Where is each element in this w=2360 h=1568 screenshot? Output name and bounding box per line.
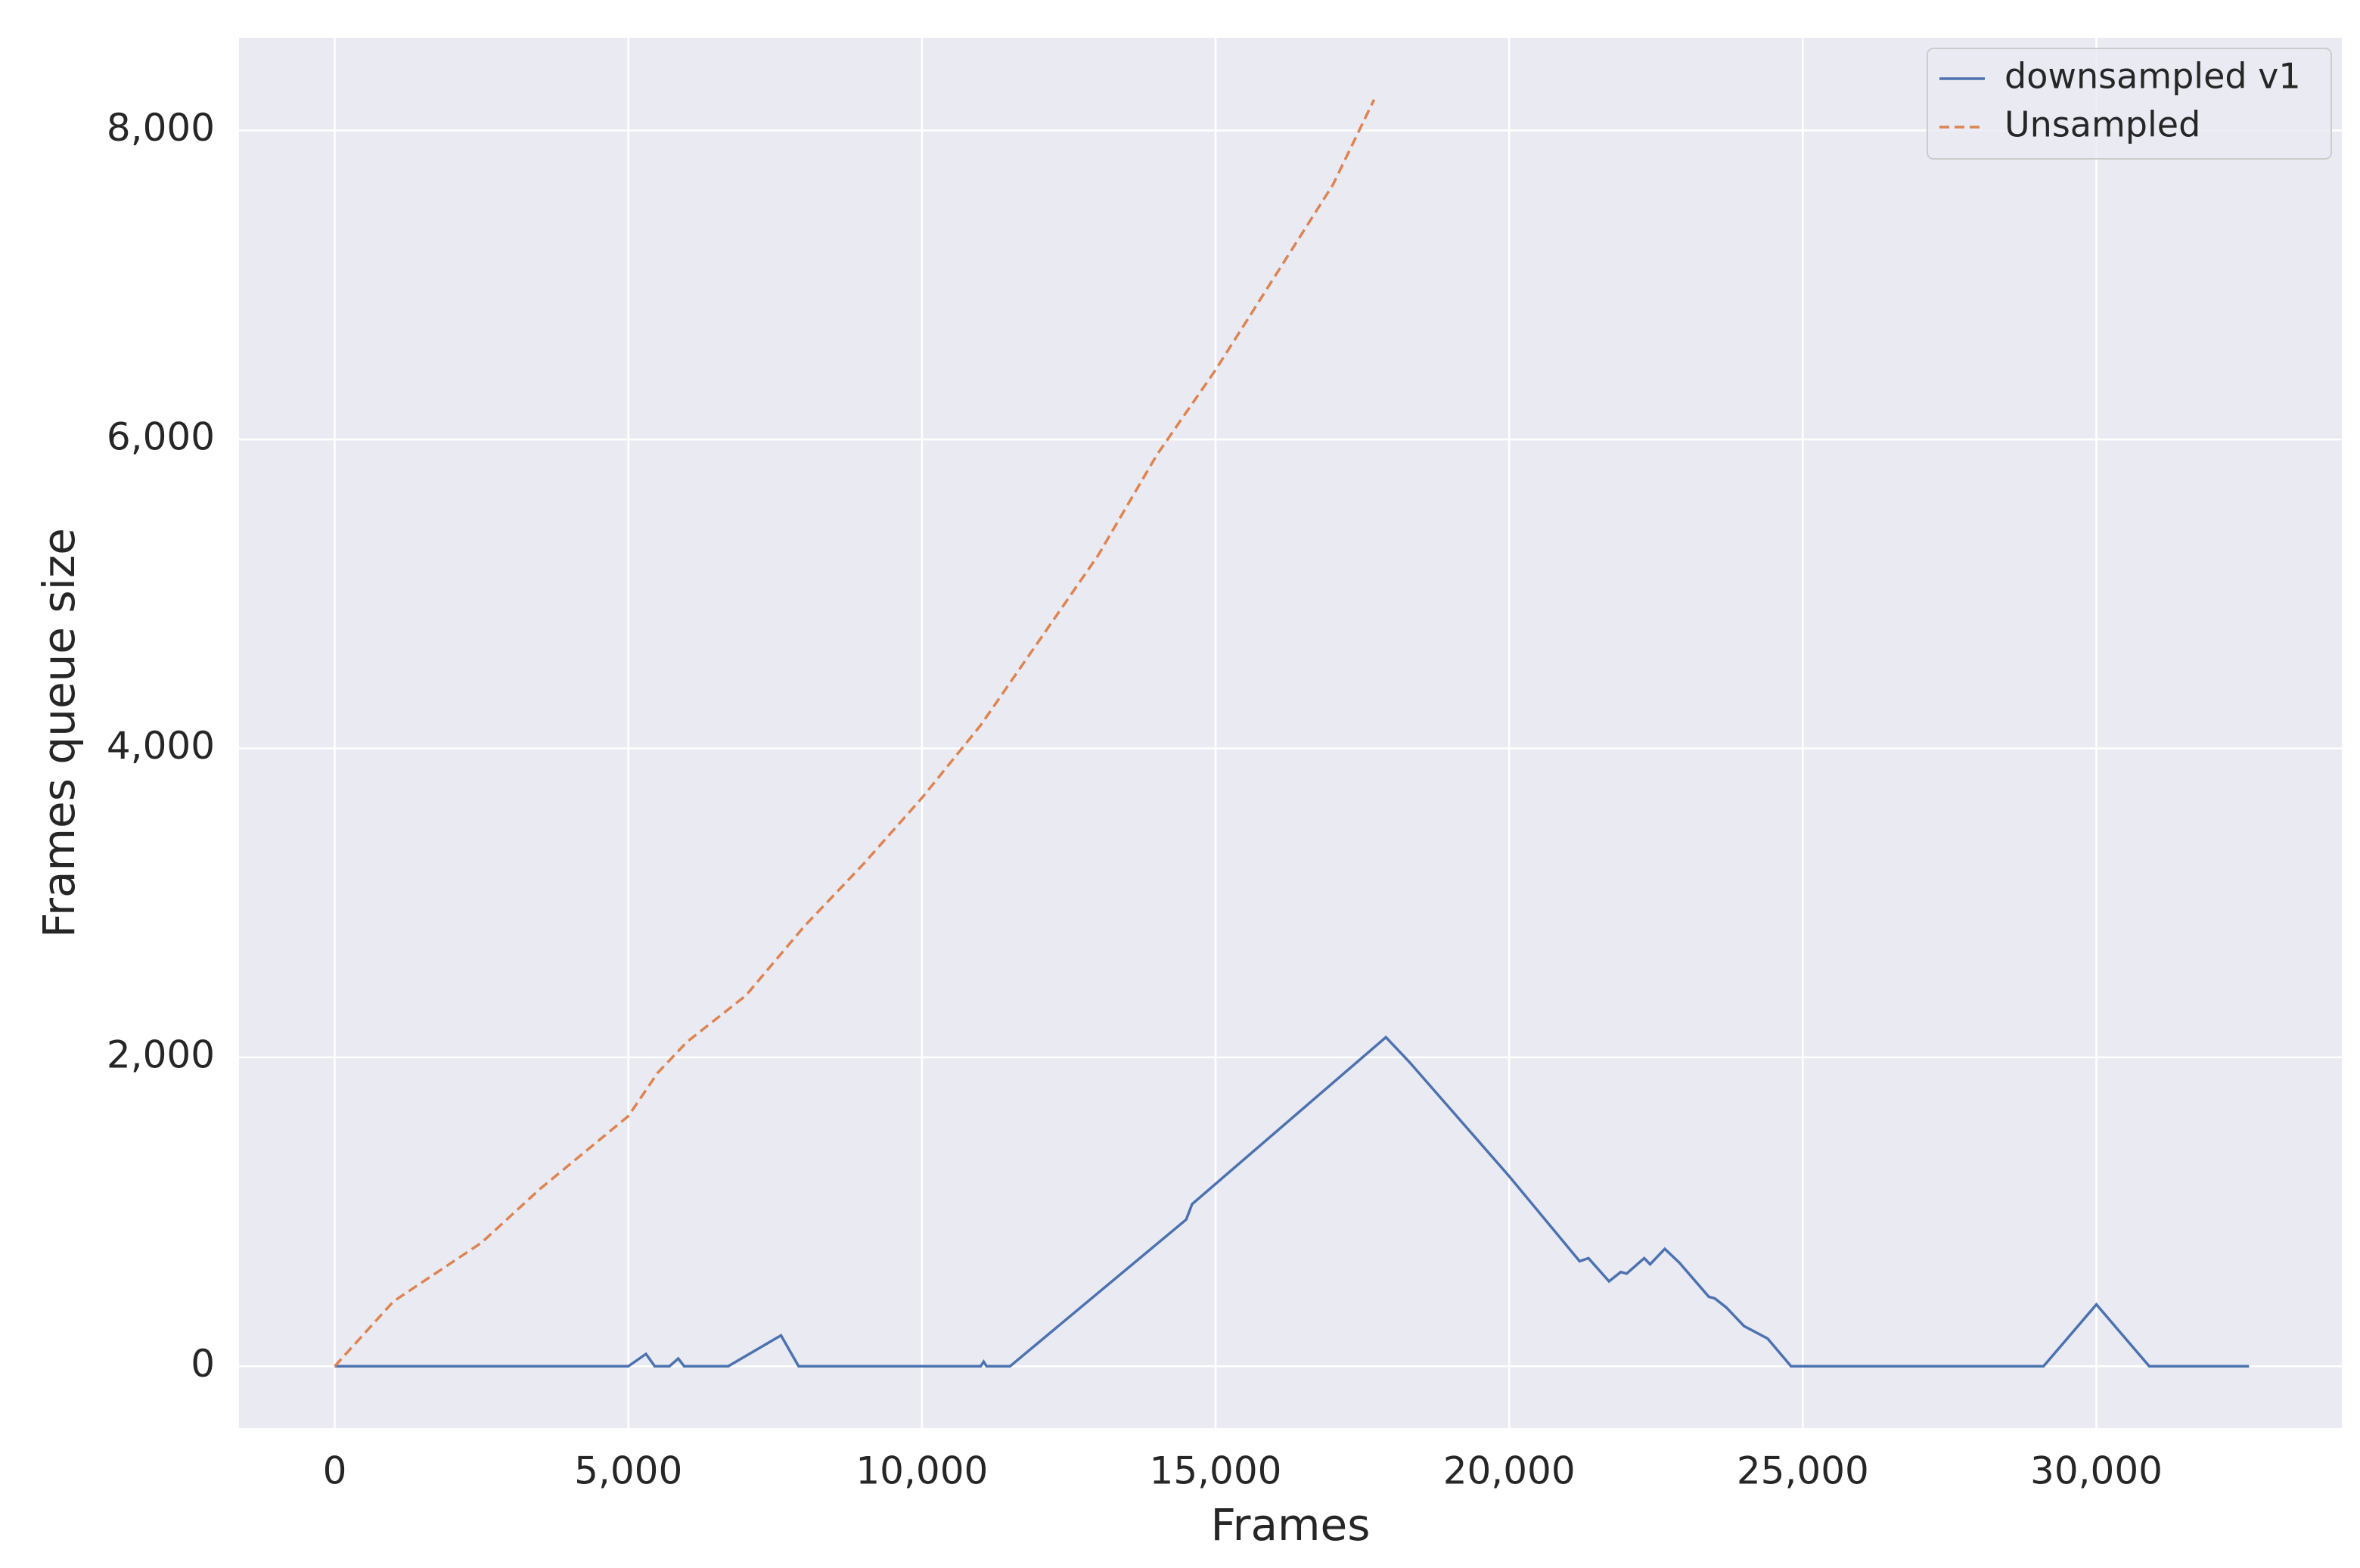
x-tick-label: 25,000 [1737, 1449, 1869, 1493]
series-line [334, 1035, 2250, 1368]
series-line [334, 98, 1376, 1368]
plot-area [239, 38, 2342, 1428]
x-tick-label: 30,000 [2030, 1449, 2163, 1493]
y-axis-label: Frames queue size [33, 528, 85, 938]
legend-box [1927, 48, 2332, 160]
x-tick-label: 10,000 [856, 1449, 988, 1493]
y-tick-label: 4,000 [107, 724, 215, 768]
x-tick-label: 20,000 [1443, 1449, 1576, 1493]
legend-label: downsampled v1 [2004, 56, 2301, 97]
x-tick-label: 0 [323, 1449, 347, 1493]
x-tick-label: 15,000 [1150, 1449, 1282, 1493]
x-tick-label: 5,000 [574, 1449, 682, 1493]
y-tick-label: 6,000 [107, 415, 215, 458]
legend-label: Unsampled [2004, 104, 2200, 145]
y-tick-label: 2,000 [107, 1032, 215, 1076]
y-tick-label: 0 [191, 1342, 215, 1386]
y-tick-label: 8,000 [107, 106, 215, 150]
x-axis-label: Frames [1211, 1499, 1371, 1551]
